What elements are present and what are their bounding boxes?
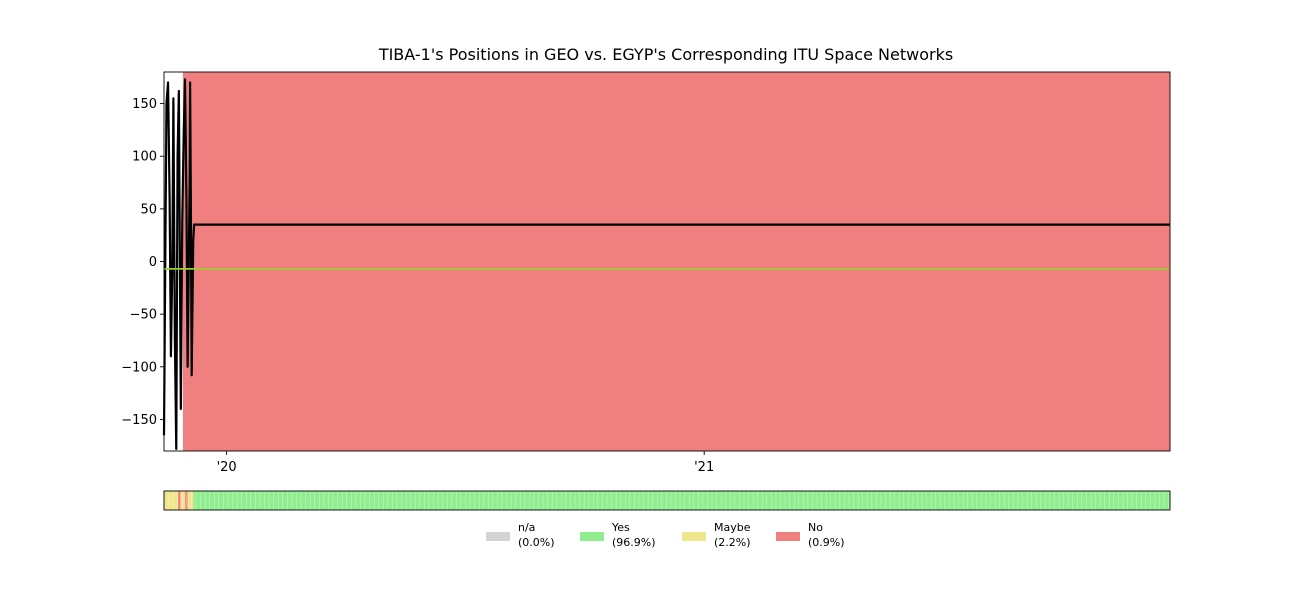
legend-swatch xyxy=(776,532,800,541)
legend-label: Yes xyxy=(611,521,630,534)
legend: n/a (0.0%) Yes (96.9%) Maybe (2.2%) No (0.9%) xyxy=(486,521,845,549)
status-background xyxy=(182,72,1171,451)
x-tick-label: '20 xyxy=(217,460,237,475)
legend-pct: (2.2%) xyxy=(714,536,751,549)
status-strip xyxy=(163,490,1171,511)
y-tick-label: 0 xyxy=(149,255,157,270)
legend-pct: (0.9%) xyxy=(808,536,845,549)
legend-label: n/a xyxy=(518,521,535,534)
chart-title: TIBA-1's Positions in GEO vs. EGYP's Cor… xyxy=(378,45,953,64)
strip-segment xyxy=(178,491,181,510)
main-plot: 150 100 50 0 −50 −100 −150 '20 '21 xyxy=(121,71,1171,475)
legend-pct: (96.9%) xyxy=(612,536,656,549)
legend-label: No xyxy=(808,521,823,534)
legend-pct: (0.0%) xyxy=(518,536,555,549)
x-tick-label: '21 xyxy=(694,460,714,475)
y-tick-label: −150 xyxy=(121,413,157,428)
y-tick-label: 150 xyxy=(132,97,157,112)
legend-swatch xyxy=(682,532,706,541)
series-line-position xyxy=(162,78,1170,450)
y-tick-label: 100 xyxy=(132,150,157,165)
y-tick-label: −50 xyxy=(130,308,157,323)
y-tick-label: 50 xyxy=(140,202,157,217)
strip-segment xyxy=(187,491,194,510)
y-tick-label: −100 xyxy=(121,360,157,375)
legend-swatch xyxy=(580,532,604,541)
strip-segment xyxy=(180,491,186,510)
strip-frame xyxy=(163,490,1171,511)
strip-segment xyxy=(185,491,188,510)
legend-label: Maybe xyxy=(714,521,751,534)
strip-segment xyxy=(193,491,1170,510)
strip-segment xyxy=(164,491,179,510)
legend-swatch xyxy=(486,532,510,541)
